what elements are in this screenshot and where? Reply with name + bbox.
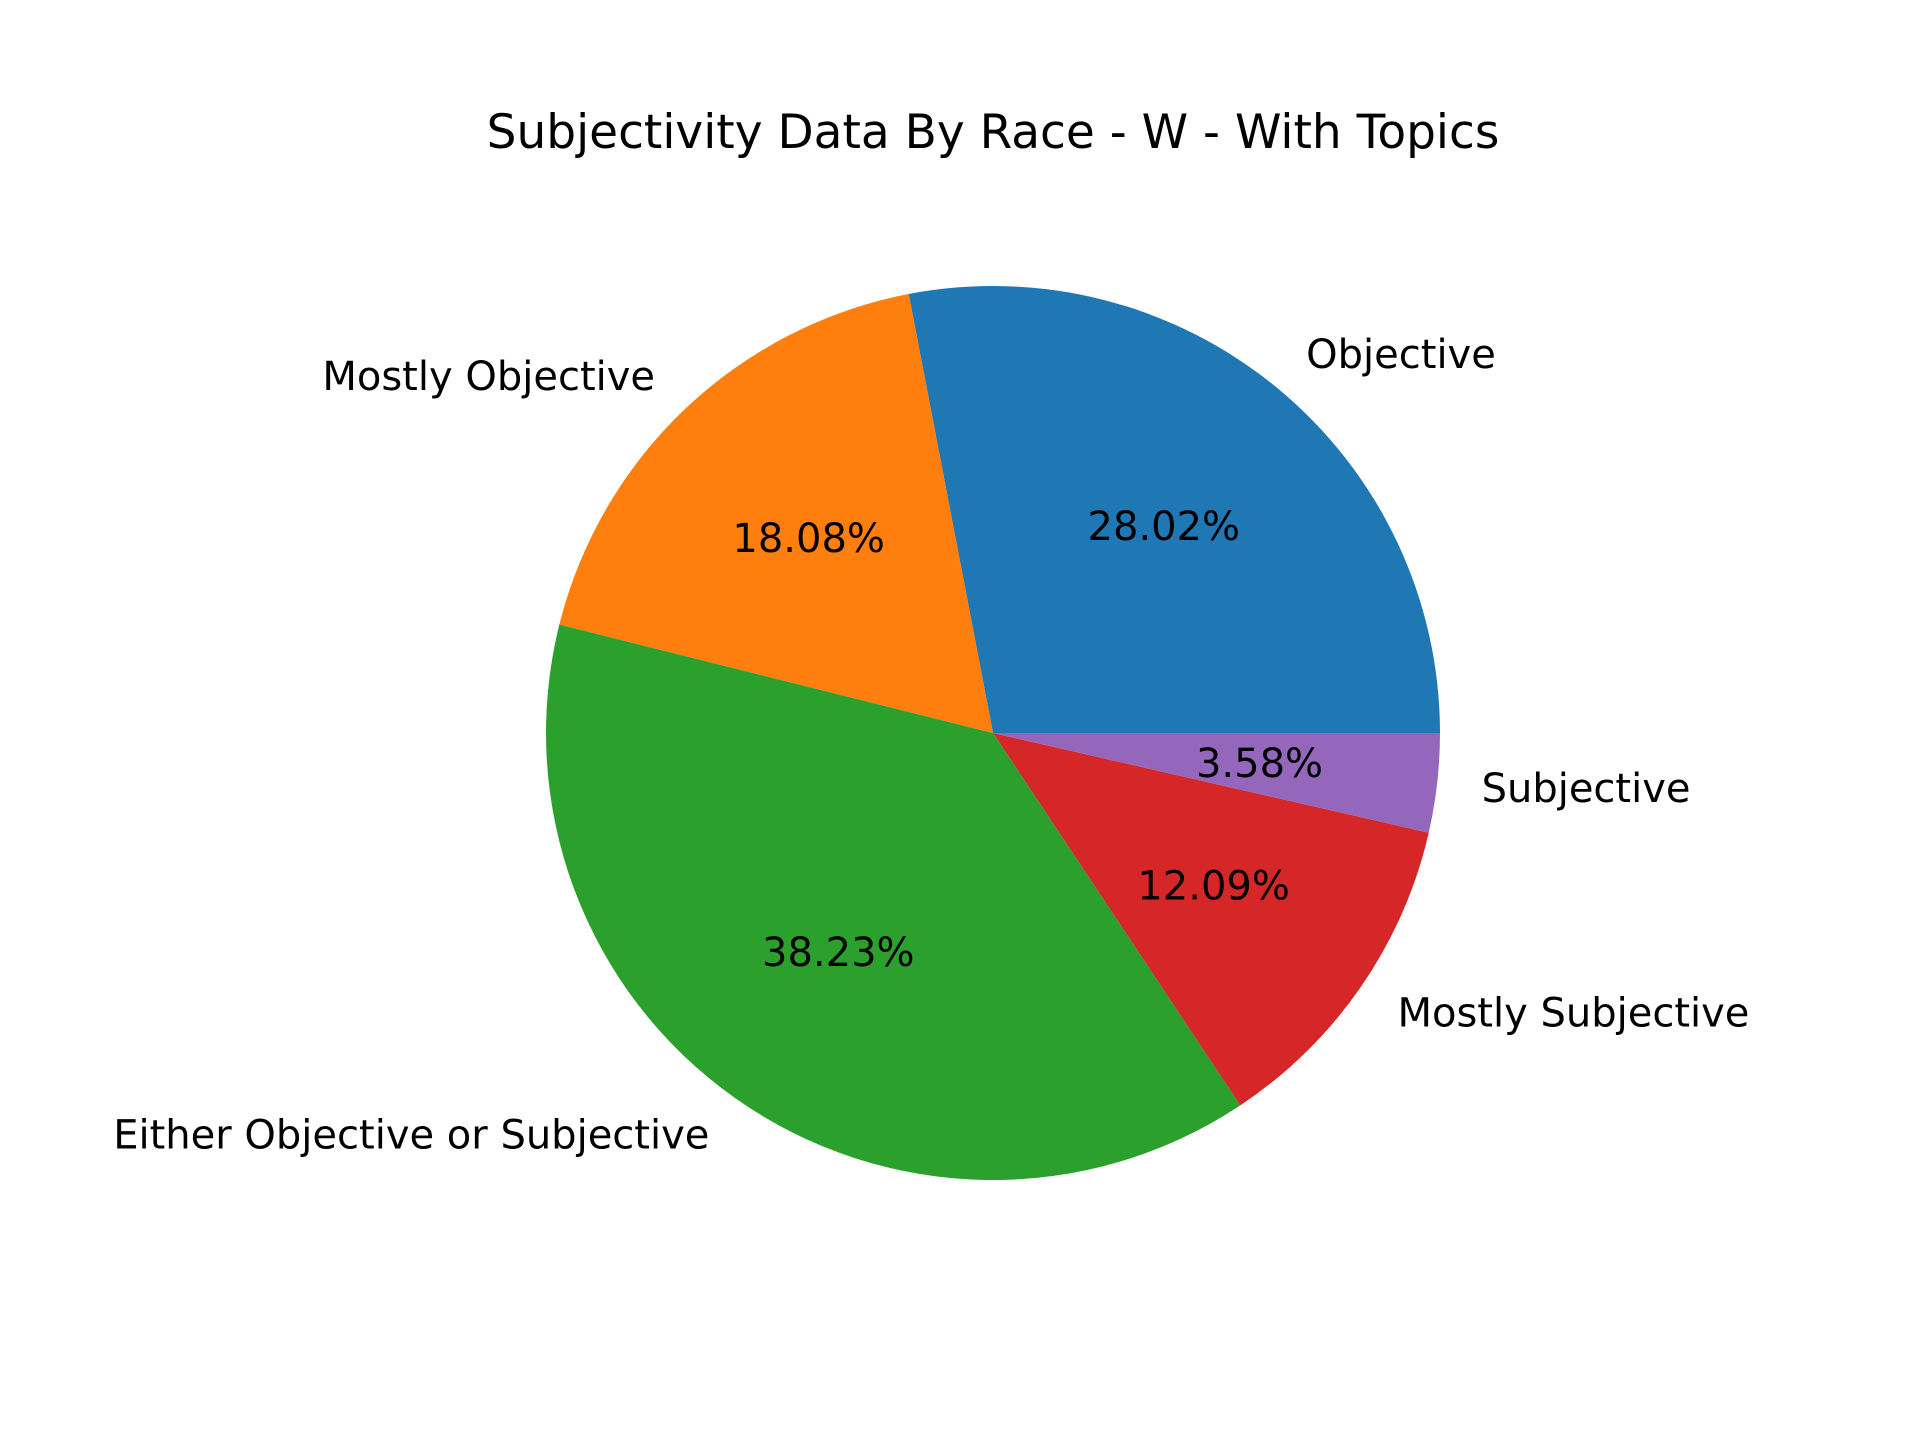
pie-slice — [559, 294, 993, 733]
slice-percent-label: 18.08% — [732, 516, 885, 562]
pie-slice — [546, 624, 1241, 1180]
slice-percent-label: 12.09% — [1137, 863, 1290, 909]
pie-labels: 28.02% Objective 18.08% Mostly Objective 38.… — [113, 332, 1749, 1159]
chart-title: Subjectivity Data By Race - W - With Top… — [487, 105, 1500, 160]
slice-category-label: Either Objective or Subjective — [113, 1113, 709, 1159]
slice-percent-label: 38.23% — [762, 930, 915, 976]
pie-slice — [993, 733, 1429, 1106]
slice-percent-label: 28.02% — [1088, 504, 1241, 550]
pie-slices — [546, 285, 1440, 1180]
pie-slice — [993, 733, 1440, 833]
slice-category-label: Mostly Subjective — [1397, 991, 1749, 1037]
slice-category-label: Mostly Objective — [322, 354, 655, 400]
slice-category-label: Objective — [1306, 332, 1496, 378]
pie-slice — [908, 285, 1440, 733]
slice-percent-label: 3.58% — [1196, 741, 1323, 787]
slice-category-label: Subjective — [1482, 766, 1691, 812]
